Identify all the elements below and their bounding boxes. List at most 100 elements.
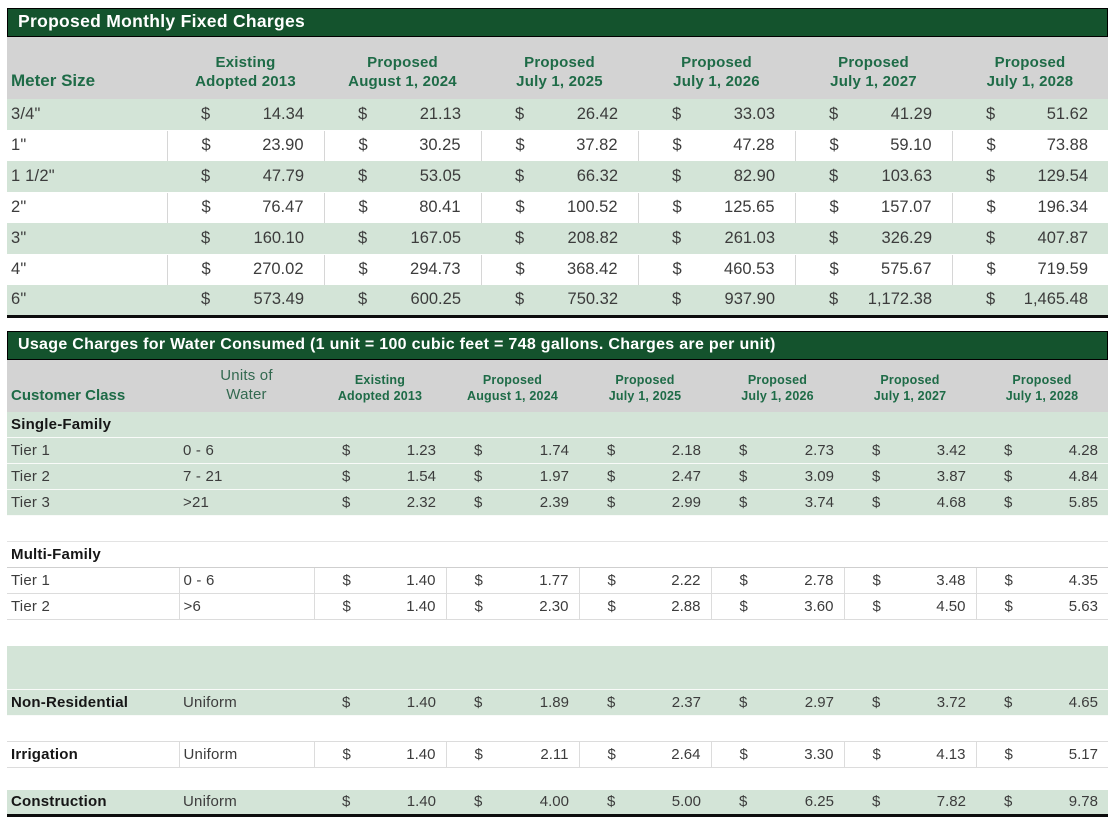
money-value: $41.29 (795, 105, 952, 124)
money-cell: $6.25 (711, 789, 844, 816)
currency-symbol: $ (607, 598, 616, 615)
amount: 1.40 (406, 793, 436, 811)
currency-symbol: $ (607, 746, 616, 763)
amount: 167.05 (410, 228, 461, 247)
money-cell: $3.48 (844, 567, 977, 594)
money-cell: $2.47 (579, 463, 711, 490)
table-row: Tier 2 >6 $1.40 $2.30 $2.88 $3.60 $4.50 $5.63 (7, 593, 1108, 620)
money-cell: $100.52 (481, 192, 639, 223)
money-cell: $1.54 (314, 463, 446, 490)
amount: 368.42 (567, 260, 618, 279)
amount: 4.50 (936, 598, 966, 615)
column-header-line1: Proposed (524, 54, 595, 71)
money-value: $167.05 (324, 229, 481, 248)
money-cell: $4.84 (976, 463, 1108, 490)
money-cell: $2.39 (446, 489, 579, 516)
currency-symbol: $ (872, 468, 881, 485)
row-label: 1 1/2" (7, 161, 167, 193)
money-cell: $3.42 (844, 437, 976, 464)
currency-symbol: $ (672, 290, 682, 309)
column-header: Proposed July 1, 2025 (579, 360, 711, 412)
money-cell: $750.32 (481, 285, 638, 317)
row-label: Tier 3 (7, 489, 179, 516)
currency-symbol: $ (829, 290, 839, 309)
money-value: $5.17 (977, 746, 1109, 763)
money-value: $2.32 (314, 494, 446, 511)
currency-symbol: $ (358, 228, 368, 247)
spacer-row (7, 515, 1108, 542)
currency-symbol: $ (1004, 746, 1013, 763)
money-cell: $73.88 (952, 130, 1108, 161)
money-cell: $2.30 (446, 593, 580, 620)
currency-symbol: $ (1004, 494, 1013, 511)
amount: 3.74 (804, 494, 834, 511)
spacer-row (7, 715, 1108, 742)
amount: 5.17 (1068, 746, 1098, 763)
currency-symbol: $ (672, 228, 682, 247)
units-cell: Uniform (179, 741, 315, 768)
money-cell: $9.78 (976, 789, 1108, 816)
money-cell: $129.54 (952, 161, 1108, 193)
amount: 294.73 (410, 260, 461, 279)
currency-symbol: $ (672, 136, 682, 155)
money-value: $100.52 (482, 198, 638, 217)
money-cell: $261.03 (638, 223, 795, 255)
customer-class-header: Customer Class (11, 386, 126, 404)
section-label: Multi-Family (7, 541, 179, 568)
money-value: $326.29 (795, 229, 952, 248)
amount: 47.28 (733, 136, 775, 155)
money-cell: $1.40 (314, 593, 447, 620)
currency-symbol: $ (201, 166, 211, 185)
money-cell: $103.63 (795, 161, 952, 193)
money-value: $4.65 (976, 694, 1108, 711)
money-value: $47.79 (167, 167, 324, 186)
money-value: $4.50 (845, 598, 976, 615)
currency-symbol: $ (201, 198, 211, 217)
money-cell: $4.28 (976, 437, 1108, 464)
amount: 2.78 (804, 572, 834, 589)
money-cell: $4.35 (976, 567, 1108, 594)
money-value: $2.18 (579, 442, 711, 459)
money-value: $270.02 (168, 260, 324, 279)
amount: 21.13 (419, 104, 461, 123)
money-cell: $125.65 (638, 192, 796, 223)
money-value: $37.82 (482, 136, 638, 155)
currency-symbol: $ (986, 290, 996, 309)
money-value: $2.78 (712, 572, 844, 589)
currency-symbol: $ (607, 793, 616, 811)
currency-symbol: $ (872, 494, 881, 511)
currency-symbol: $ (474, 746, 483, 763)
table-row: 3" $160.10 $167.05 $208.82 $261.03 $326.29 $40… (7, 223, 1108, 255)
amount: 261.03 (724, 228, 775, 247)
money-cell: $294.73 (324, 254, 482, 285)
currency-symbol: $ (829, 228, 839, 247)
column-header-line1: Existing (354, 372, 406, 387)
column-header-line1: Proposed (367, 54, 438, 71)
amount: 59.10 (890, 136, 932, 155)
currency-symbol: $ (607, 468, 616, 485)
money-cell: $2.64 (579, 741, 712, 768)
units-of-water-header: Units of Water (179, 360, 314, 412)
amount: 157.07 (881, 198, 932, 217)
currency-symbol: $ (986, 136, 996, 155)
row-label: Tier 1 (7, 567, 180, 594)
money-cell: $1.23 (314, 437, 446, 464)
money-value: $157.07 (796, 198, 952, 217)
amount: 2.73 (804, 442, 834, 459)
currency-symbol: $ (672, 260, 682, 279)
money-value: $1.97 (446, 468, 579, 485)
money-value: $1.40 (314, 694, 446, 711)
money-value: $2.37 (579, 694, 711, 711)
currency-symbol: $ (342, 572, 351, 589)
money-cell: $1,172.38 (795, 285, 952, 317)
amount: 1.97 (539, 468, 569, 485)
amount: 407.87 (1037, 228, 1088, 247)
row-label: 3" (7, 223, 167, 255)
spacer-row (7, 645, 1108, 690)
money-cell: $4.65 (976, 689, 1108, 716)
money-value: $1,172.38 (795, 290, 952, 309)
amount: 326.29 (881, 228, 932, 247)
money-cell: $33.03 (638, 99, 795, 131)
